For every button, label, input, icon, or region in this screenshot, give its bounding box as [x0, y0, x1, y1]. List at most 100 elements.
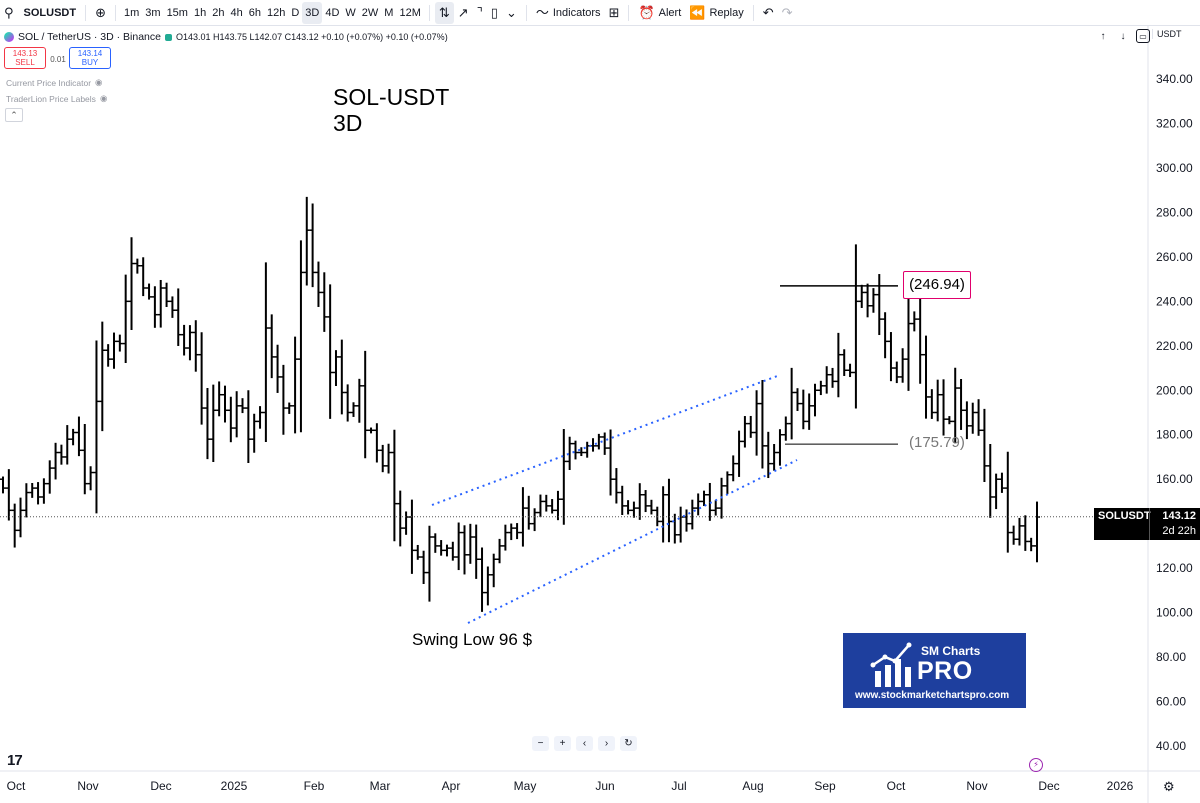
scroll-left-icon[interactable]: ‹ [576, 736, 593, 751]
indicator-templates-icon[interactable]: ⊞ [608, 5, 620, 20]
plus-circle-icon[interactable]: ⊕ [95, 5, 106, 20]
step-line-icon[interactable]: ⌝ [476, 5, 483, 20]
fullscreen-icon[interactable]: ▭ [1136, 29, 1150, 43]
zoom-in-icon[interactable]: + [554, 736, 571, 751]
ohlc-bar [40, 478, 47, 504]
ohlc-bar [198, 332, 205, 425]
top-toolbar: ⚲ SOLUSDT ⊕ 1m 3m 15m 1h 2h 4h 6h 12h D 3D 4D W 2W M 1… [0, 0, 1200, 26]
ohlc-bar [479, 547, 486, 612]
indicators-icon: 〜 [535, 5, 549, 20]
redo-icon[interactable]: ↷ [781, 5, 793, 20]
ohlc-bar [169, 296, 176, 318]
bar-countdown: 2d 22h [1162, 525, 1196, 537]
interval-1h[interactable]: 1h [193, 6, 207, 19]
ohlc-bar [239, 398, 246, 414]
symbol-button[interactable]: SOLUSDT [23, 6, 77, 19]
reset-chart-icon[interactable]: ↻ [620, 736, 637, 751]
undo-icon[interactable]: ↶ [762, 5, 774, 20]
ohlc-bar [882, 312, 889, 359]
swing-low-annotation[interactable]: Swing Low 96 $ [412, 630, 533, 649]
ohlc-bar [502, 524, 509, 551]
ohlc-bar [899, 348, 906, 383]
interval-3d[interactable]: 3D [302, 1, 323, 24]
price-axis-label: 80.00 [1156, 650, 1186, 664]
resistance-label[interactable]: (246.94) [903, 271, 971, 299]
bar-style-icon[interactable]: ⇅ [434, 1, 454, 24]
time-axis-label: Oct [887, 779, 906, 793]
interval-12h[interactable]: 12h [266, 6, 286, 19]
current-price-symbol: SOLUSDT [1098, 510, 1151, 522]
title-line-1: SOL-USDT [333, 84, 450, 110]
interval-4h[interactable]: 4h [230, 6, 243, 19]
ohlc-bar [911, 311, 918, 332]
ohlc-bar [461, 525, 468, 575]
ohlc-bar [257, 406, 264, 429]
eye-crossed-icon[interactable]: ◉ [99, 93, 108, 103]
arrow-down-icon[interactable]: ↓ [1120, 30, 1126, 42]
collapse-legend-chevron-up-icon[interactable]: ⌃ [5, 108, 23, 122]
interval-12m[interactable]: 12M [399, 6, 421, 19]
gear-icon[interactable]: ⚙ [1163, 779, 1175, 794]
ohlc-bar [514, 523, 521, 540]
interval-2w[interactable]: 2W [361, 6, 379, 19]
ohlc-bar [806, 393, 813, 430]
ohlc-bar [712, 500, 719, 516]
ohlc-bar [706, 482, 713, 521]
interval-6h[interactable]: 6h [248, 6, 261, 19]
buy-label: BUY [81, 58, 99, 67]
ohlc-bar [993, 473, 1000, 510]
support-label[interactable]: (175.79) [909, 434, 965, 451]
ohlc-bar [695, 493, 702, 516]
currency-selector[interactable]: USDT [1152, 29, 1182, 39]
interval-1m[interactable]: 1m [124, 6, 140, 19]
ohlc-bar [52, 442, 59, 480]
interval-d[interactable]: D [291, 6, 300, 19]
ohlc-bar [99, 321, 106, 432]
buy-button[interactable]: 143.14 BUY [69, 47, 111, 69]
ohlc-bar [274, 344, 281, 393]
time-axis-label: Sep [814, 779, 836, 793]
sell-button[interactable]: 143.13 SELL [4, 47, 46, 69]
ohlc-bar [473, 524, 480, 579]
candles-icon[interactable]: ▯ [490, 5, 498, 20]
chart-type-chevron-down-icon[interactable]: ⌄ [505, 5, 517, 20]
interval-w[interactable]: W [345, 6, 356, 19]
tradingview-logo-icon[interactable]: 17 [7, 752, 23, 769]
interval-4d[interactable]: 4D [325, 6, 340, 19]
ohlc-bar [233, 391, 240, 438]
line-style-icon[interactable]: ↗ [457, 5, 469, 20]
scroll-right-icon[interactable]: › [598, 736, 615, 751]
symbol-search-icon[interactable]: ⚲ [4, 5, 14, 20]
ohlc-bar [46, 460, 53, 494]
ohlc-bar [776, 429, 783, 466]
indicator-traderlion[interactable]: TraderLion Price Labels ◉ [6, 93, 107, 104]
ohlc-bar [122, 274, 129, 364]
interval-2h[interactable]: 2h [212, 6, 225, 19]
arrow-up-icon[interactable]: ↑ [1100, 30, 1106, 42]
price-axis-label: 180.00 [1156, 428, 1193, 442]
alert-button[interactable]: ⏰ Alert [634, 2, 685, 24]
ohlc-bar [689, 499, 696, 530]
indicators-button[interactable]: 〜 Indicators [532, 2, 605, 24]
ohlc-bar [736, 430, 743, 477]
ohlc-bar [595, 433, 602, 450]
zoom-out-icon[interactable]: − [532, 736, 549, 751]
ohlc-bar [70, 428, 77, 446]
chart-title-annotation[interactable]: SOL-USDT 3D [333, 84, 449, 136]
time-axis-label: May [514, 779, 537, 793]
indicator-current-price[interactable]: Current Price Indicator ◉ [6, 77, 102, 88]
price-axis-label: 40.00 [1156, 739, 1186, 753]
lightning-icon[interactable]: ⚡ [1029, 758, 1043, 772]
ohlc-bar [35, 482, 42, 505]
eye-crossed-icon[interactable]: ◉ [95, 77, 103, 87]
interval-15m[interactable]: 15m [166, 6, 188, 19]
ohlc-bar [17, 497, 24, 538]
price-chart[interactable]: 340.00 320.00 300.00 280.00 260.00 240.00 220.… [0, 26, 1200, 803]
ohlc-bar [841, 349, 848, 376]
toolbar-divider [628, 4, 630, 21]
replay-button[interactable]: ⏪ Replay [685, 2, 747, 24]
ohlc-bar [385, 443, 392, 474]
interval-3m[interactable]: 3m [145, 6, 161, 19]
interval-m[interactable]: M [384, 6, 394, 19]
legend-pair[interactable]: SOL / TetherUS · 3D · Binance [18, 31, 161, 43]
